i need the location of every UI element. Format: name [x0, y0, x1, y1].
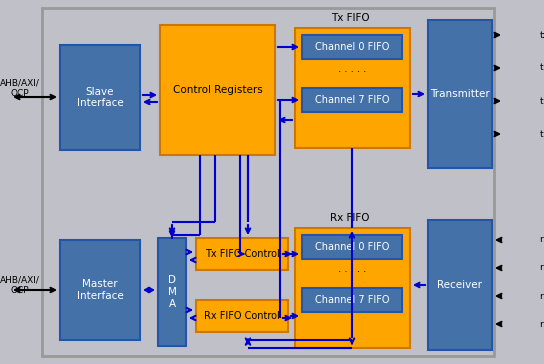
Text: Master
Interface: Master Interface	[77, 279, 123, 301]
Bar	[295, 28, 410, 148]
Bar	[60, 240, 140, 340]
Bar	[428, 20, 492, 168]
Bar	[158, 238, 186, 346]
Bar	[42, 8, 494, 356]
Text: Channel 0 FIFO: Channel 0 FIFO	[315, 42, 389, 52]
Bar	[295, 228, 410, 348]
Text: AHB/AXI/
OCP: AHB/AXI/ OCP	[0, 78, 40, 98]
Text: D
M
A: D M A	[168, 276, 176, 309]
Text: Channel 0 FIFO: Channel 0 FIFO	[315, 242, 389, 252]
Text: Channel 7 FIFO: Channel 7 FIFO	[315, 295, 390, 305]
Text: Tx FIFO: Tx FIFO	[331, 13, 369, 23]
Text: Rx FIFO: Rx FIFO	[330, 213, 370, 223]
Bar	[196, 238, 288, 270]
Text: Receiver: Receiver	[437, 280, 483, 290]
Text: Transmitter: Transmitter	[430, 89, 490, 99]
Text: tx _data: tx _data	[540, 96, 544, 106]
Text: Rx FIFO Control: Rx FIFO Control	[204, 311, 280, 321]
Text: Channel 7 FIFO: Channel 7 FIFO	[315, 95, 390, 105]
Text: Tx FIFO Control: Tx FIFO Control	[205, 249, 280, 259]
Bar	[302, 235, 402, 259]
Bar	[428, 220, 492, 350]
Bar	[302, 288, 402, 312]
Text: · · · · ·: · · · · ·	[338, 267, 366, 277]
Text: rx _wake: rx _wake	[540, 320, 544, 328]
Bar	[60, 45, 140, 150]
Bar	[196, 300, 288, 332]
Text: rx _ready: rx _ready	[540, 236, 544, 245]
Text: · · · · ·: · · · · ·	[338, 67, 366, 77]
Text: Control Registers: Control Registers	[172, 85, 262, 95]
Text: Slave
Interface: Slave Interface	[77, 87, 123, 108]
Bar	[302, 35, 402, 59]
Bar	[160, 25, 275, 155]
Bar	[302, 88, 402, 112]
Text: tx _wake: tx _wake	[540, 130, 544, 138]
Text: tx_ready: tx_ready	[540, 31, 544, 40]
Text: rx _flag: rx _flag	[540, 264, 544, 273]
Text: rx _data: rx _data	[540, 292, 544, 301]
Text: tx _flag: tx _flag	[540, 63, 544, 72]
Text: AHB/AXI/
OCP: AHB/AXI/ OCP	[0, 275, 40, 295]
